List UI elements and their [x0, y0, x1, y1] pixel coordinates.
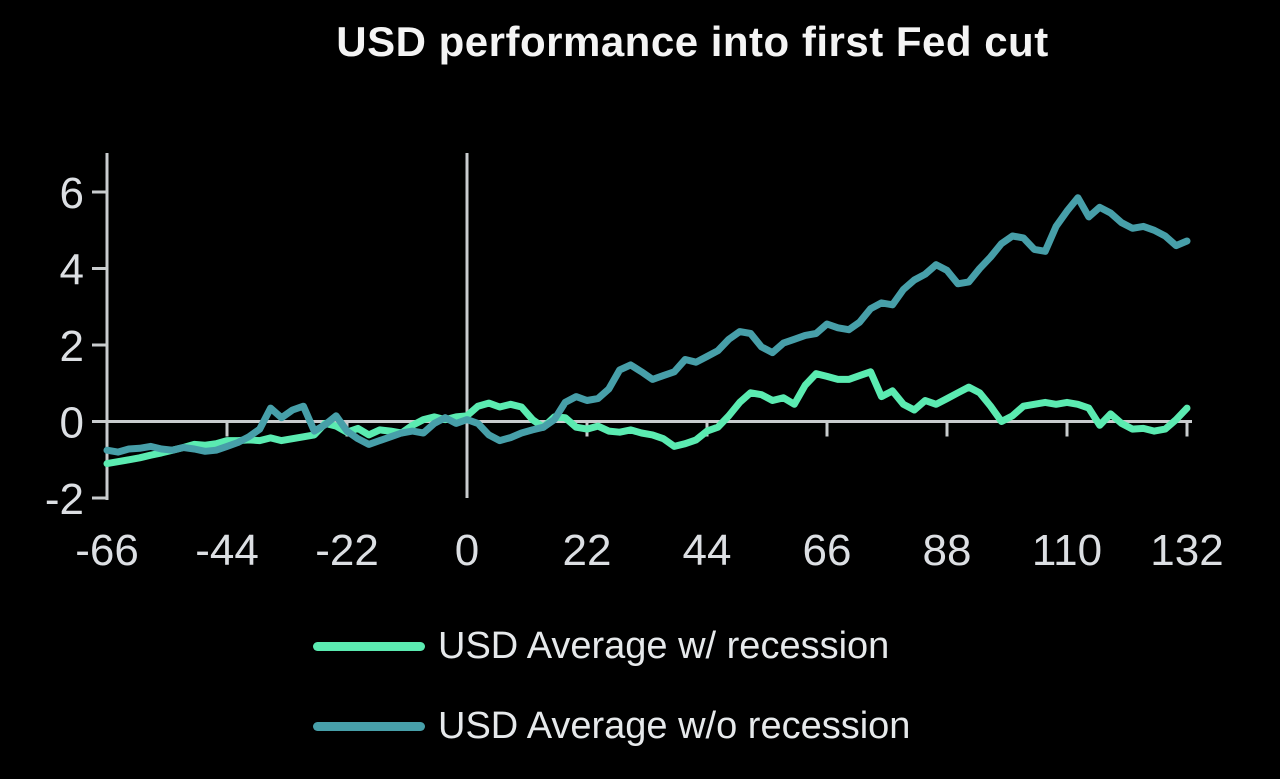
y-tick-label: 4 [60, 246, 84, 295]
y-tick-label: 6 [60, 169, 84, 218]
x-tick-label: 88 [923, 526, 972, 575]
chart-plot-area: 6 4 2 0 -2-66 -44 -22 0 22 44 66 88 110 132 [45, 153, 1224, 575]
legend-swatch-w-recession [313, 641, 425, 651]
x-tick-label: 132 [1150, 526, 1223, 575]
x-tick-label: -44 [195, 526, 259, 575]
legend-label-wo-recession: USD Average w/o recession [438, 704, 911, 747]
x-tick-label: 44 [683, 526, 732, 575]
y-tick-label: 2 [60, 322, 84, 371]
legend-label-w-recession: USD Average w/ recession [438, 624, 890, 667]
y-tick-label: -2 [45, 475, 84, 524]
line-usd-average-w-recession [103, 368, 1191, 468]
legend-item-w-recession: USD Average w/ recession [313, 624, 889, 668]
x-tick-label: -66 [75, 526, 139, 575]
x-tick-label: 22 [563, 526, 612, 575]
y-tick-label: 0 [60, 399, 84, 448]
legend-item-wo-recession: USD Average w/o recession [313, 704, 910, 748]
x-tick-label: 110 [1032, 526, 1102, 575]
chart-title: USD performance into first Fed cut [336, 18, 1049, 65]
x-tick-label: 0 [455, 526, 479, 575]
line-usd-average-wo-recession [103, 194, 1191, 456]
x-tick-label: -22 [315, 526, 379, 575]
legend-swatch-wo-recession [313, 721, 425, 731]
x-tick-label: 66 [803, 526, 852, 575]
